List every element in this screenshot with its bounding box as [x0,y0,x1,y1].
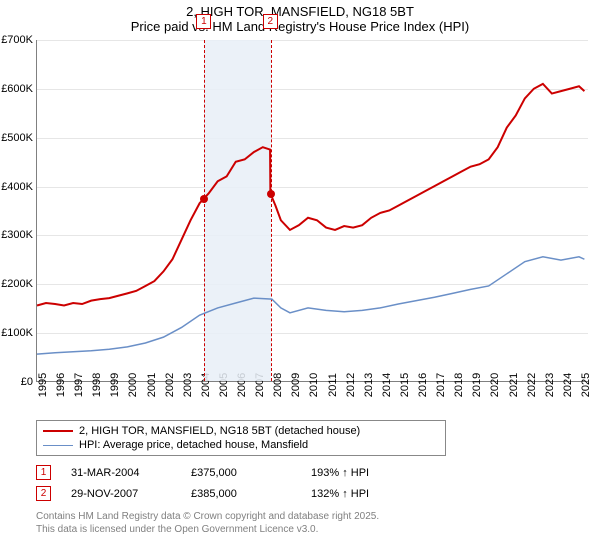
transactions-table: 1 31-MAR-2004 £375,000 193% ↑ HPI 2 29-NOV-20… [36,462,411,504]
transaction-marker: 1 [36,465,51,480]
legend-swatch [43,445,73,446]
transaction-price: £375,000 [191,467,291,479]
marker-label: 1 [196,14,211,29]
transaction-row: 1 31-MAR-2004 £375,000 193% ↑ HPI [36,462,411,483]
attribution-line2: This data is licensed under the Open Gov… [36,523,379,536]
title-address: 2, HIGH TOR, MANSFIELD, NG18 5BT [0,4,600,19]
y-tick-label: £500K [1,132,33,144]
transaction-date: 31-MAR-2004 [71,467,171,479]
attribution: Contains HM Land Registry data © Crown c… [36,510,379,536]
y-tick-label: £200K [1,278,33,290]
y-tick-label: £0 [21,376,33,388]
marker-label: 2 [263,14,278,29]
legend-item: HPI: Average price, detached house, Mans… [43,438,439,452]
legend-item: 2, HIGH TOR, MANSFIELD, NG18 5BT (detach… [43,424,439,438]
series-svg [37,40,588,381]
marker-dot [200,195,208,203]
series-line [37,257,584,354]
y-tick-label: £400K [1,181,33,193]
y-tick-label: £700K [1,34,33,46]
attribution-line1: Contains HM Land Registry data © Crown c… [36,510,379,523]
legend-label: HPI: Average price, detached house, Mans… [79,439,308,451]
transaction-marker: 2 [36,486,51,501]
legend-swatch [43,430,73,432]
y-tick-label: £100K [1,327,33,339]
series-line [37,84,584,306]
transaction-price: £385,000 [191,488,291,500]
transaction-delta: 193% ↑ HPI [311,467,411,479]
price-chart: £0£100K£200K£300K£400K£500K£600K£700K199… [36,40,588,382]
legend: 2, HIGH TOR, MANSFIELD, NG18 5BT (detach… [36,420,446,456]
transaction-row: 2 29-NOV-2007 £385,000 132% ↑ HPI [36,483,411,504]
transaction-delta: 132% ↑ HPI [311,488,411,500]
y-tick-label: £300K [1,229,33,241]
transaction-date: 29-NOV-2007 [71,488,171,500]
title-subtitle: Price paid vs. HM Land Registry's House … [0,19,600,34]
legend-label: 2, HIGH TOR, MANSFIELD, NG18 5BT (detach… [79,425,360,437]
y-tick-label: £600K [1,83,33,95]
marker-dot [267,190,275,198]
